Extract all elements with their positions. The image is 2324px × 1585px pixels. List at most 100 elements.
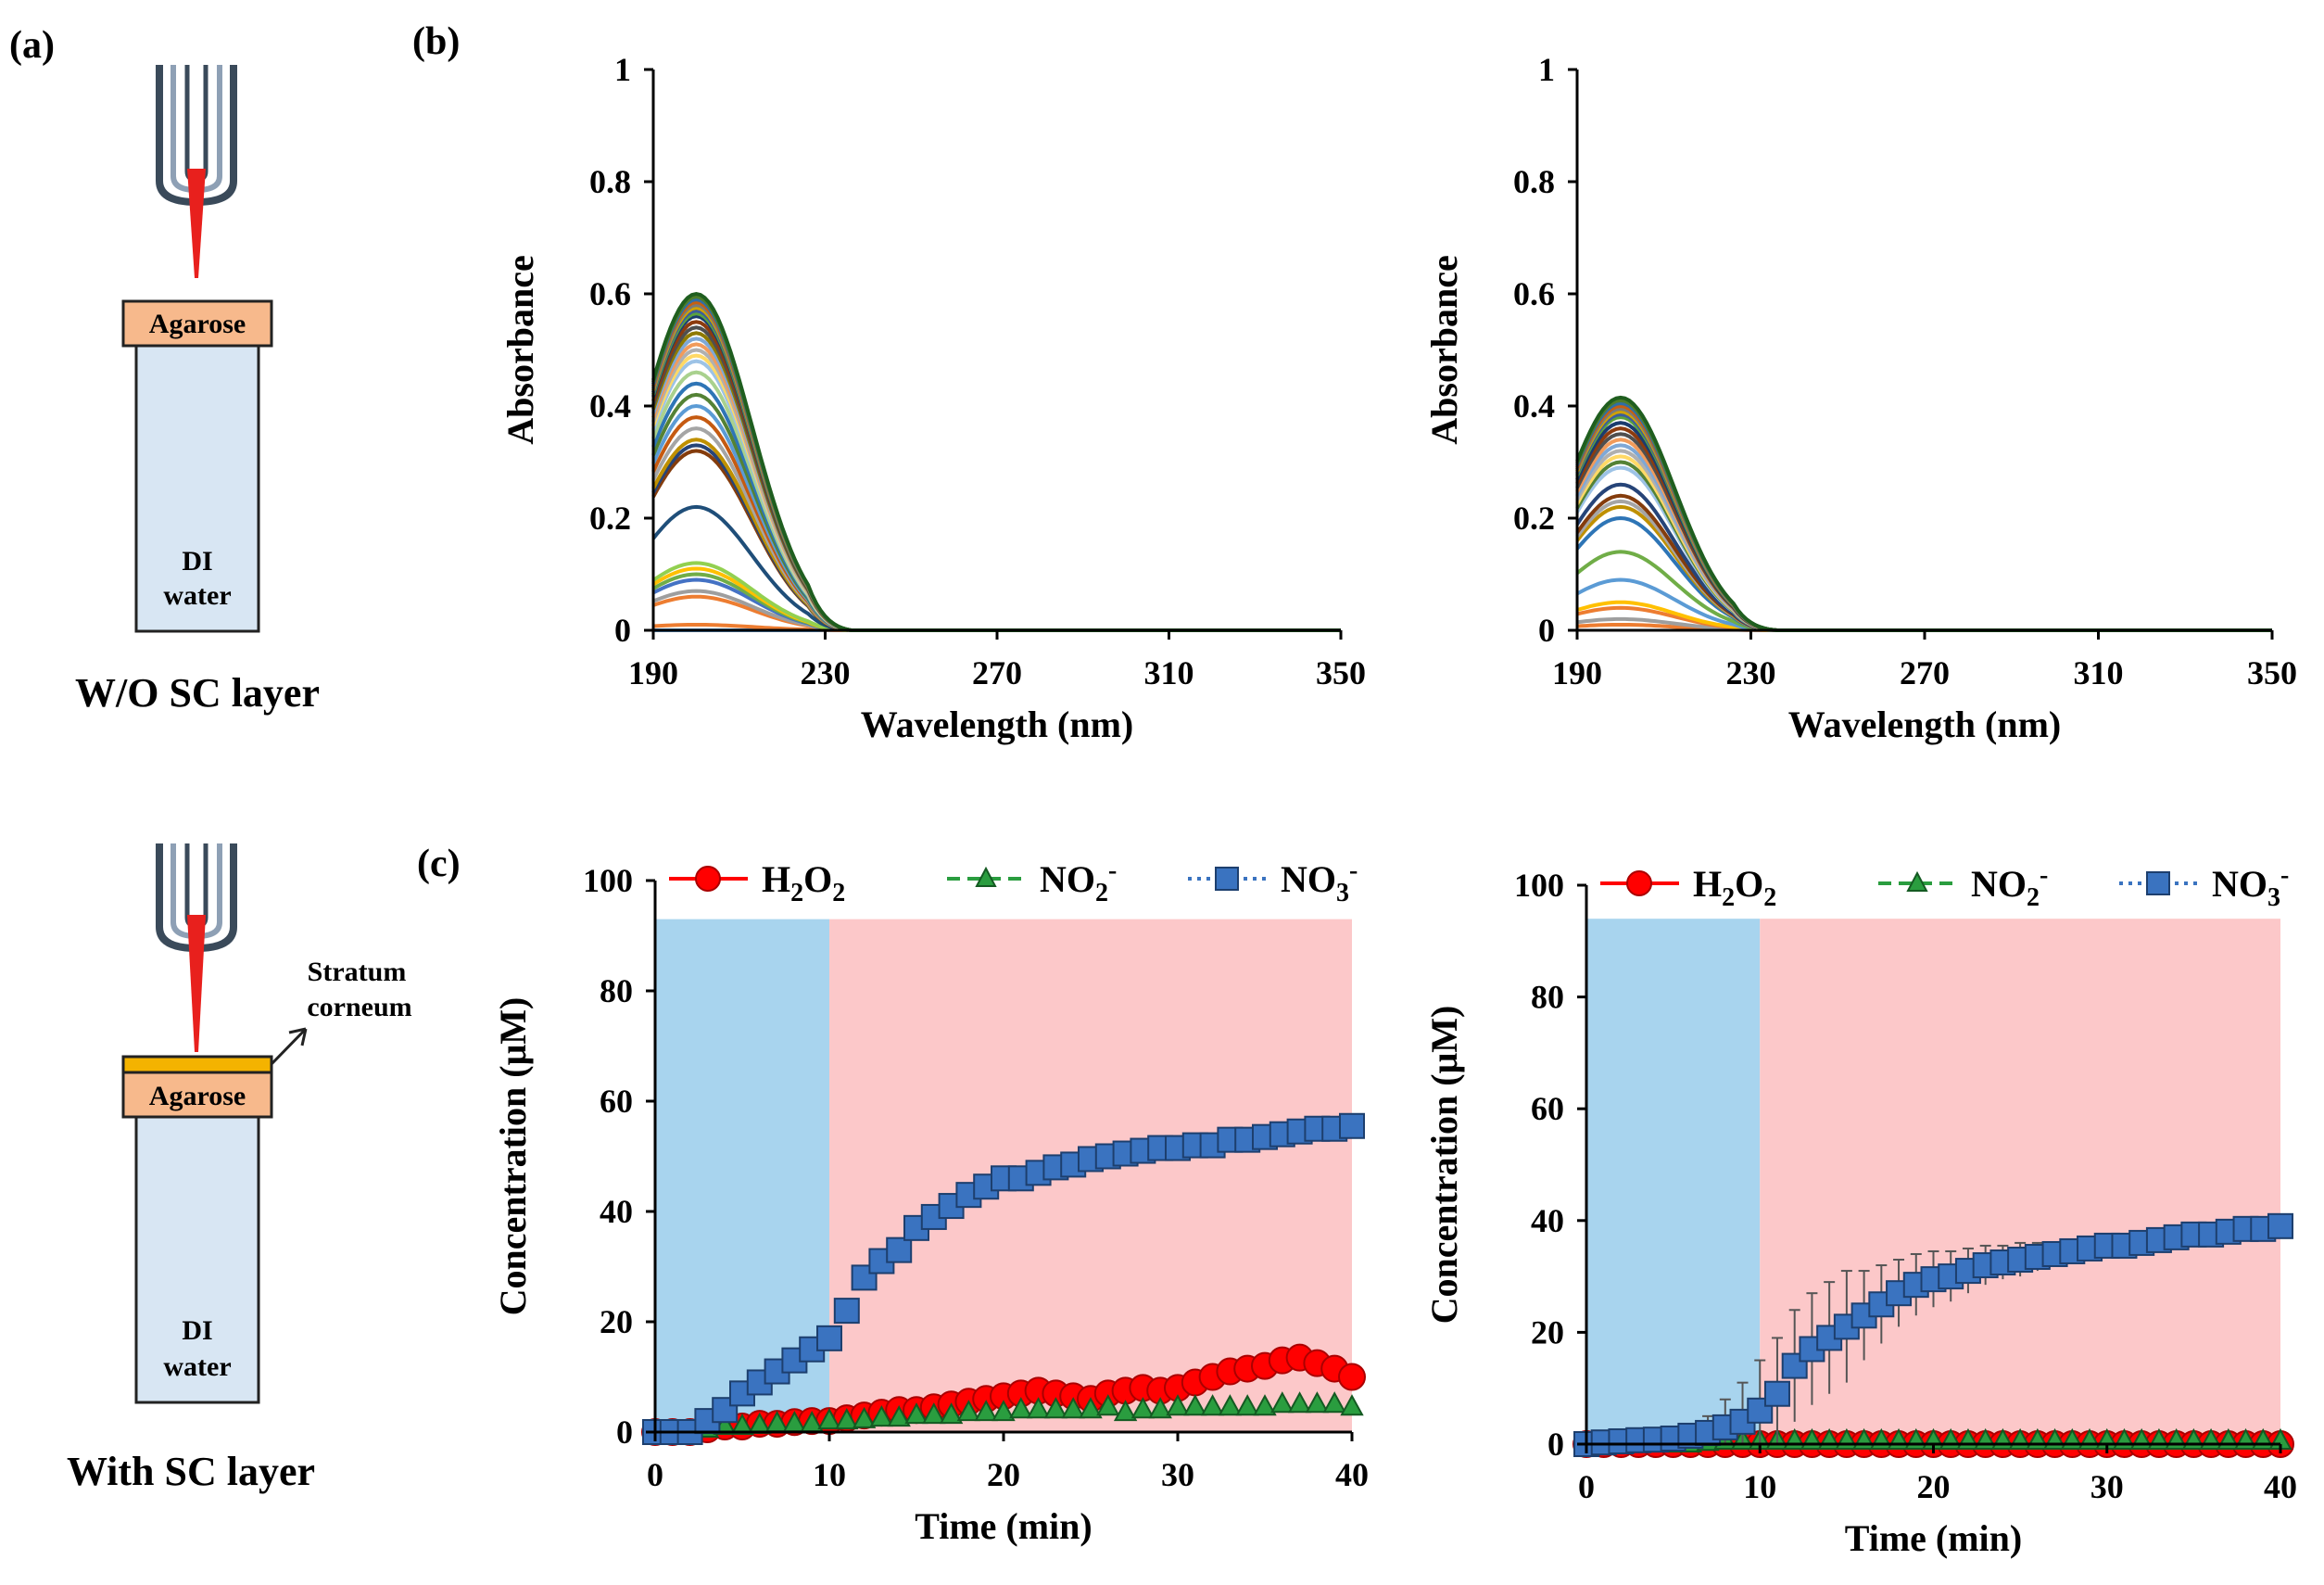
- no3-point: [2267, 1212, 2293, 1239]
- no2-point: [904, 1402, 928, 1425]
- x-tick-label: 350: [1316, 654, 1366, 691]
- no2-point: [730, 1413, 754, 1436]
- x-axis-title: Wavelength (nm): [1788, 704, 2061, 745]
- legend-label: NO3-: [1281, 856, 1358, 907]
- chart-b-right: 190 230 270 310 350 0 0.2 0.4 0.6 0.8 1 Wavelength …: [1423, 51, 2297, 745]
- no3-point: [851, 1264, 878, 1291]
- y-tick-label: 0.2: [1513, 500, 1555, 537]
- agarose-label: Agarose: [149, 309, 246, 339]
- legend-marker-h2o2: [695, 866, 721, 892]
- y-tick-label: 1: [1538, 51, 1555, 88]
- x-tick-label: 310: [2074, 654, 2124, 691]
- legend-marker-no3: [1215, 867, 1239, 891]
- no2-point: [1270, 1391, 1295, 1414]
- x-tick-label: 20: [987, 1456, 1020, 1493]
- no2-point: [1305, 1391, 1330, 1414]
- no2-point: [1322, 1391, 1346, 1414]
- no2-point: [1235, 1394, 1259, 1416]
- legend-label: NO2-: [1040, 856, 1117, 907]
- stratum-label-1: Stratum: [308, 957, 407, 987]
- diagram-without-sc: Agarose DI water W/O SC layer: [75, 65, 320, 716]
- y-tick-label: 100: [583, 862, 633, 899]
- x-tick-label: 230: [1726, 654, 1776, 691]
- y-axis-title: Concentration (μM): [1423, 1006, 1465, 1325]
- stratum-corneum-layer: [121, 1055, 273, 1074]
- panel-label-c: (c): [417, 843, 461, 885]
- h2o2-point: [1338, 1363, 1366, 1391]
- y-tick-label: 60: [600, 1083, 633, 1120]
- x-tick-label: 270: [1900, 654, 1950, 691]
- caption-with-sc: With SC layer: [67, 1449, 315, 1494]
- x-tick-label: 40: [2264, 1468, 2297, 1505]
- y-tick-label: 0.4: [1513, 387, 1555, 425]
- no3-point: [1339, 1112, 1365, 1139]
- y-tick-label: 0.6: [1513, 275, 1555, 312]
- water-vial: [134, 1115, 260, 1404]
- no2-point: [1287, 1391, 1312, 1414]
- panel-label-a: (a): [9, 24, 55, 67]
- y-axis-title: Absorbance: [499, 255, 541, 444]
- agarose-label: Agarose: [149, 1081, 246, 1111]
- region-blue: [1586, 919, 1761, 1444]
- chart-c-right: 0 10 20 30 40 0 20 40 60 80 100 Time (min) Concentra…: [1423, 861, 2297, 1559]
- no3-point: [886, 1236, 913, 1263]
- y-tick-label: 0: [614, 612, 631, 649]
- no2-point: [956, 1400, 981, 1422]
- no2-point: [1253, 1394, 1277, 1416]
- x-tick-label: 350: [2247, 654, 2297, 691]
- y-tick-label: 100: [1514, 867, 1564, 904]
- no2-point: [1043, 1397, 1068, 1419]
- no2-point: [1200, 1394, 1225, 1416]
- x-tick-label: 10: [813, 1456, 846, 1493]
- water-label-2: water: [163, 1351, 231, 1382]
- x-tick-label: 10: [1743, 1468, 1776, 1505]
- no2-point: [1340, 1394, 1364, 1416]
- x-tick-label: 30: [1161, 1456, 1194, 1493]
- y-tick-label: 80: [600, 972, 633, 1009]
- legend-marker-no3: [2146, 871, 2170, 895]
- water-label-1: DI: [182, 1315, 212, 1346]
- plasma-plume: [187, 915, 206, 1052]
- x-tick-label: 310: [1144, 654, 1194, 691]
- no2-point: [817, 1408, 841, 1430]
- no2-point: [1061, 1397, 1085, 1419]
- legend-label: H2O2: [1693, 863, 1776, 912]
- legend: H2O2 NO2- NO3-: [1600, 861, 2289, 912]
- y-axis-title: Absorbance: [1423, 255, 1465, 444]
- y-tick-label: 0: [616, 1414, 633, 1451]
- x-tick-label: 40: [1335, 1456, 1369, 1493]
- no2-point: [1113, 1400, 1138, 1422]
- no2-point: [1096, 1394, 1120, 1416]
- plasma-jet-icon: [156, 65, 237, 278]
- legend-marker-no2: [1906, 870, 1928, 892]
- y-tick-label: 0.6: [589, 275, 631, 312]
- chart-b-left: 190 230 270 310 350 0 0.2 0.4 0.6 0.8 1 Wavelength …: [499, 51, 1366, 745]
- charts: 190 230 270 310 350 0 0.2 0.4 0.6 0.8 1 Wavelength …: [492, 51, 2297, 1559]
- no2-point: [939, 1402, 964, 1425]
- y-tick-label: 0.2: [589, 500, 631, 537]
- no3-point: [1763, 1380, 1790, 1407]
- y-tick-label: 40: [600, 1193, 633, 1230]
- region-red: [1760, 919, 2280, 1444]
- y-tick-label: 60: [1531, 1090, 1564, 1127]
- y-tick-label: 20: [1531, 1313, 1564, 1350]
- no2-point: [852, 1406, 877, 1428]
- no2-point: [887, 1405, 911, 1427]
- water-label-1: DI: [182, 546, 212, 577]
- y-tick-label: 0.8: [589, 163, 631, 200]
- x-tick-label: 0: [647, 1456, 663, 1493]
- water-vial: [134, 344, 260, 633]
- legend-marker-h2o2: [1626, 870, 1652, 896]
- x-axis-title: Wavelength (nm): [861, 704, 1133, 745]
- sc-pointer-arrow: [270, 1027, 308, 1066]
- caption-without-sc: W/O SC layer: [75, 670, 320, 716]
- water-label-2: water: [163, 580, 231, 611]
- x-axis-title: Time (min): [1845, 1517, 2022, 1559]
- no3-point: [816, 1325, 842, 1351]
- y-tick-label: 20: [600, 1303, 633, 1340]
- no2-point: [1166, 1394, 1190, 1416]
- x-axis-title: Time (min): [915, 1505, 1092, 1547]
- no2-point: [1148, 1397, 1172, 1419]
- y-tick-label: 0: [1538, 612, 1555, 649]
